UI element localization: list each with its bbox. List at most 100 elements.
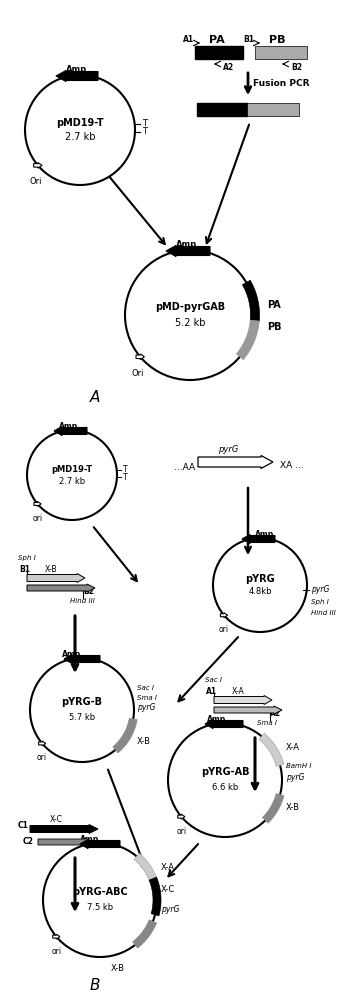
FancyArrow shape [53,934,60,939]
Text: pyrG: pyrG [161,906,179,914]
Text: 6.6 kb: 6.6 kb [212,784,238,792]
FancyArrow shape [80,840,120,848]
Text: 7.5 kb: 7.5 kb [87,904,113,912]
Bar [247,103,299,116]
Text: T: T [123,473,128,482]
Text: T: T [142,127,147,136]
Text: A2: A2 [223,64,234,73]
Text: pMD19-T: pMD19-T [56,118,104,128]
Text: Sph I: Sph I [18,555,36,561]
Text: pMD-pyrGAB: pMD-pyrGAB [155,302,225,312]
Bar [255,46,307,59]
FancyArrow shape [27,584,95,592]
Text: B2: B2 [83,586,94,595]
Text: Amp: Amp [80,835,99,844]
FancyArrow shape [205,720,243,728]
Text: Amp: Amp [62,650,81,659]
Polygon shape [113,718,137,753]
FancyArrow shape [178,814,185,819]
Text: X-A: X-A [286,744,300,752]
FancyArrow shape [198,456,273,468]
Text: PB: PB [269,35,285,45]
FancyArrow shape [214,696,272,704]
Text: pyrG: pyrG [311,585,329,594]
Text: Amp: Amp [66,65,88,74]
Text: X-B: X-B [45,564,57,574]
FancyArrow shape [34,502,41,506]
FancyArrow shape [136,354,144,360]
Text: ori: ori [51,947,61,956]
Text: 5.2 kb: 5.2 kb [175,318,205,328]
Polygon shape [134,853,157,880]
Text: ori: ori [219,625,229,634]
Text: A2: A2 [270,708,281,718]
Text: B1: B1 [19,564,30,574]
Text: ori: ori [32,514,43,523]
Text: Sph I: Sph I [311,599,329,605]
Text: A1: A1 [183,35,194,44]
Text: Ori: Ori [30,177,42,186]
Text: BamH I: BamH I [286,763,312,769]
Text: pyrG: pyrG [137,704,155,712]
Text: ori: ori [37,753,47,762]
Text: A: A [90,390,100,406]
FancyArrow shape [39,741,46,746]
Text: 5.7 kb: 5.7 kb [69,714,95,722]
Polygon shape [132,920,157,948]
Text: B2: B2 [291,64,302,73]
Text: pyrG: pyrG [286,774,304,782]
Text: X-A: X-A [232,686,244,696]
Text: Fusion PCR: Fusion PCR [253,79,309,88]
Text: T: T [123,466,128,475]
Text: 2.7 kb: 2.7 kb [65,132,95,142]
Text: pYRG-ABC: pYRG-ABC [72,887,128,897]
Text: Sac I: Sac I [137,685,154,691]
FancyArrow shape [221,613,227,618]
Text: ori: ori [176,827,186,836]
Text: B: B [90,978,100,992]
Text: Amp: Amp [59,422,79,431]
Bar [195,46,243,59]
Text: X-B: X-B [286,804,300,812]
Text: X-C: X-C [49,816,62,824]
Text: A1: A1 [206,686,217,696]
Text: XA ...: XA ... [280,460,304,470]
Text: PB: PB [267,322,282,332]
FancyArrow shape [34,163,42,168]
Text: C1: C1 [18,820,29,830]
Text: ...AA: ...AA [174,462,195,472]
Polygon shape [149,877,161,916]
Text: pyrG: pyrG [218,446,238,454]
FancyArrow shape [64,654,100,664]
Text: PA: PA [267,300,281,310]
Polygon shape [262,794,284,823]
Text: PA: PA [209,35,225,45]
FancyArrow shape [30,824,98,834]
Text: X-B: X-B [111,964,125,973]
Text: pYRG-B: pYRG-B [61,697,103,707]
FancyArrow shape [166,245,210,256]
Text: Ori: Ori [132,369,144,378]
Text: Amp: Amp [177,240,197,249]
Polygon shape [236,320,259,360]
Text: B1: B1 [243,35,254,44]
Polygon shape [259,733,284,766]
FancyArrow shape [38,838,93,846]
Text: pMD19-T: pMD19-T [51,464,92,474]
FancyArrow shape [214,706,282,714]
Text: Sma I: Sma I [137,695,157,701]
Text: 2.7 kb: 2.7 kb [59,477,85,486]
Text: X-C: X-C [161,886,175,894]
Text: Hind III: Hind III [70,598,95,604]
Text: Sac I: Sac I [205,677,222,683]
Text: Amp: Amp [255,530,275,539]
Text: pYRG-AB: pYRG-AB [201,767,249,777]
Text: pYRG: pYRG [245,574,275,584]
Text: Hind III: Hind III [311,610,336,616]
FancyArrow shape [27,574,85,582]
Text: X-A: X-A [161,863,175,872]
FancyArrow shape [54,426,87,436]
Text: X-B: X-B [137,738,151,746]
Text: Amp: Amp [207,715,226,724]
FancyArrow shape [56,70,98,82]
